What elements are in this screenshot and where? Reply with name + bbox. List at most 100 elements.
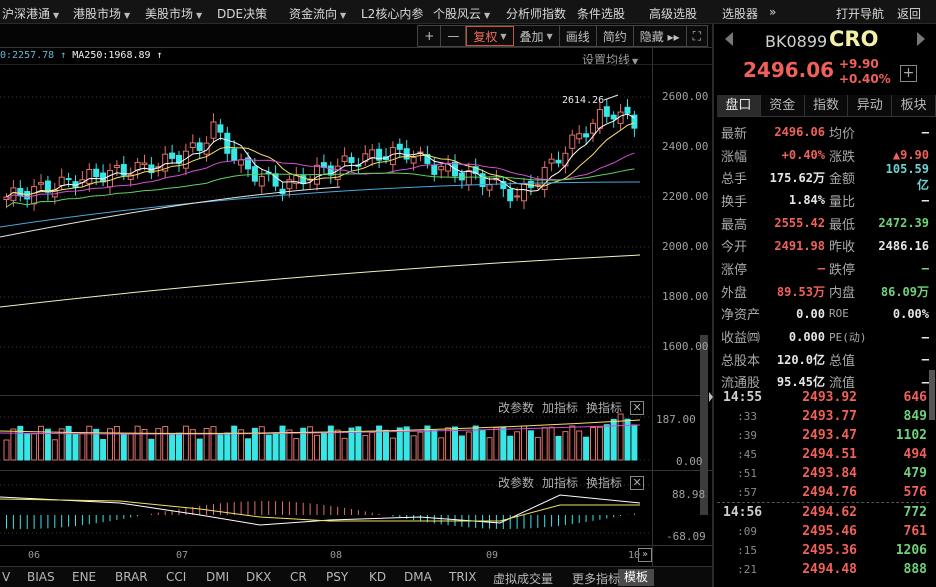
indicator-tab[interactable]: BIAS <box>27 570 55 584</box>
change-params-button[interactable]: 改参数 <box>498 476 535 490</box>
draw-line-button[interactable]: 画线 <box>559 26 597 46</box>
indicator-tab[interactable]: PSY <box>326 570 349 584</box>
close-icon[interactable]: ✕ <box>630 400 645 415</box>
zoom-out-button[interactable]: — <box>441 26 467 46</box>
quote-value: 89.53万 <box>776 284 825 299</box>
indicator-tab[interactable]: KD <box>369 570 387 584</box>
quote-value: — <box>921 193 929 208</box>
quote-tab[interactable]: 异动 <box>848 95 893 116</box>
tick-volume: 646 <box>903 390 927 405</box>
indicator-tab[interactable]: ENE <box>72 570 97 584</box>
menu-item[interactable]: DDE决策 <box>217 5 267 22</box>
quote-row: 总手 175.62万 金额 105.59亿 <box>721 162 929 192</box>
tick-time: 14:56 <box>723 505 763 520</box>
ma-value: 0:2257.78 ↑ <box>0 50 67 61</box>
zoom-in-button[interactable]: + <box>418 26 442 46</box>
menu-item[interactable]: L2核心内参 <box>361 5 423 22</box>
quote-value: 2555.42 <box>774 216 825 231</box>
quote-row: 净资产 0.00 ROE 0.00% <box>721 303 929 326</box>
collapse-handle-icon[interactable] <box>709 392 713 402</box>
price-axis-tick: 2400.00 <box>662 140 709 153</box>
menu-item-label: 资金流向 <box>289 7 338 21</box>
tick-row: 14:56 2494.62 772 <box>717 503 929 522</box>
tick-price: 2494.76 <box>802 485 857 500</box>
indicator-tab[interactable]: DKX <box>246 570 272 584</box>
indicator-tab[interactable]: V <box>2 570 11 584</box>
quote-header: BK0899 CRO 2496.06 +9.90 +0.40% + <box>717 24 936 94</box>
menu-item[interactable]: 资金流向 ▼ <box>289 5 346 22</box>
menu-item-label: 个股风云 <box>433 7 482 21</box>
indicator-tab[interactable]: 更多指标 <box>572 572 621 586</box>
quote-label: 量比 <box>829 194 856 210</box>
tick-scrollbar[interactable] <box>929 370 935 420</box>
add-indicator-button[interactable]: 加指标 <box>542 401 579 415</box>
indicator-tab[interactable]: DMA <box>404 570 432 584</box>
add-indicator-button[interactable]: 加指标 <box>542 476 579 490</box>
menu-item[interactable]: » <box>769 5 776 19</box>
overlay-dropdown[interactable]: 叠加 ▼ <box>513 26 560 46</box>
set-ma-dropdown[interactable]: 设置均线 ▼ <box>582 51 638 68</box>
quote-tab[interactable]: 指数 <box>804 95 849 116</box>
menu-item[interactable]: 分析师指数 <box>506 5 566 22</box>
chevron-down-icon: ▼ <box>632 57 639 66</box>
quote-tab[interactable]: 资金 <box>760 95 805 116</box>
indicator-tab[interactable]: TRIX <box>449 570 477 584</box>
add-watchlist-button[interactable]: + <box>900 65 917 82</box>
indicator-tab[interactable]: CR <box>290 570 307 584</box>
stock-code: BK0899 <box>765 32 828 51</box>
scroll-right-button[interactable]: » <box>638 548 652 562</box>
indicator-tab[interactable]: BRAR <box>115 570 148 584</box>
menu-item[interactable]: 返回 <box>897 5 921 22</box>
chevron-down-icon: ▼ <box>53 11 60 20</box>
prev-stock-icon[interactable] <box>725 32 733 46</box>
menu-item[interactable]: 条件选股 <box>577 5 625 22</box>
restore-right-dropdown[interactable]: 复权 ▼ <box>466 26 514 46</box>
switch-indicator-button[interactable]: 换指标 <box>586 476 623 490</box>
quote-row: 换手 1.84% 量比 — <box>721 189 929 212</box>
indicator-tab[interactable]: CCI <box>166 570 187 584</box>
volume-axis-max: 187.00 <box>656 413 696 426</box>
indicator-tab[interactable]: DMI <box>206 570 230 584</box>
quote-tab[interactable]: 板块 <box>892 95 936 116</box>
tick-row: :39 2493.47 1102 <box>717 426 929 445</box>
simple-mode-button[interactable]: 简约 <box>596 26 634 46</box>
tick-row: 14:55 2493.92 646 <box>717 388 929 407</box>
change-params-button[interactable]: 改参数 <box>498 401 535 415</box>
menu-item[interactable]: 港股市场 ▼ <box>73 5 130 22</box>
kline-chart[interactable]: 2614.26 <box>0 65 652 565</box>
menu-item[interactable]: 选股器 <box>722 5 758 22</box>
quote-row: 总股本 120.0亿 总值 — <box>721 348 929 371</box>
quote-label: 净资产 <box>721 308 761 324</box>
quote-row: 收益㈣ 0.000 PE(动) — <box>721 325 929 348</box>
top-menu-bar: 沪深港通 ▼ 港股市场 ▼ 美股市场 ▼ DDE决策 资金流向 ▼ L2核心内参 个股风云 ▼ 分析师指… <box>0 0 936 24</box>
menu-item[interactable]: 打开导航 <box>836 5 884 22</box>
quote-value: 2486.16 <box>878 238 929 253</box>
volume-panel-controls: 改参数 加指标 换指标 ✕ <box>498 399 645 416</box>
tick-list: 14:55 2493.92 646:33 2493.77 849:39 2493.47 11… <box>717 388 929 579</box>
menu-item-label: 条件选股 <box>577 7 626 21</box>
tick-price: 2493.77 <box>802 409 857 424</box>
close-icon[interactable]: ✕ <box>630 475 645 490</box>
fullscreen-icon[interactable]: ⛶ <box>686 26 707 46</box>
chart-scrollbar[interactable] <box>700 335 708 515</box>
menu-item[interactable]: 美股市场 ▼ <box>145 5 202 22</box>
switch-indicator-button[interactable]: 换指标 <box>586 401 623 415</box>
pane-splitter[interactable] <box>712 24 714 587</box>
tick-price: 2493.92 <box>802 390 857 405</box>
menu-item[interactable]: 个股风云 ▼ <box>433 5 490 22</box>
quote-label: ROE <box>829 307 849 321</box>
quote-label: 最低 <box>829 217 856 233</box>
menu-item[interactable]: 高级选股 <box>649 5 697 22</box>
indicator-tab[interactable]: 虚拟成交量 <box>493 572 554 586</box>
tick-time: :33 <box>737 410 757 423</box>
quote-tab[interactable]: 盘口 <box>717 95 761 116</box>
tick-volume: 576 <box>903 485 927 500</box>
next-stock-icon[interactable] <box>917 32 925 46</box>
quote-row: 涨停 — 跌停 — <box>721 257 929 280</box>
hide-button[interactable]: 隐藏 ▸▸ <box>633 26 687 46</box>
menu-item[interactable]: 沪深港通 ▼ <box>2 5 59 22</box>
quote-label: 均价 <box>829 126 856 142</box>
quote-label: 金额 <box>829 172 856 188</box>
template-button[interactable]: 模板 <box>618 569 655 586</box>
quote-value: +0.40% <box>781 148 825 163</box>
